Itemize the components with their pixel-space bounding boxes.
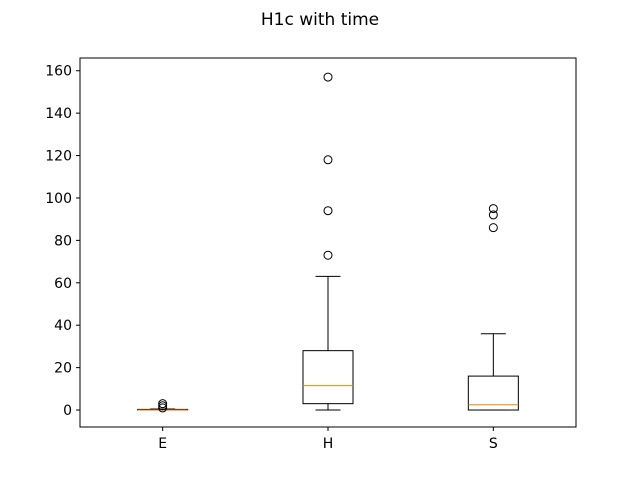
outlier-point bbox=[488, 210, 498, 220]
outlier-point bbox=[323, 250, 333, 260]
x-tick-label: S bbox=[489, 436, 498, 452]
y-tick-label: 40 bbox=[54, 318, 72, 334]
outlier-point bbox=[323, 155, 333, 165]
y-tick-label: 160 bbox=[45, 64, 72, 80]
axes-frame bbox=[79, 57, 577, 428]
outlier-point bbox=[323, 206, 333, 216]
plot-area: 0 20 40 60 80 100 120 140 160 E H S bbox=[45, 57, 577, 452]
outlier-point bbox=[488, 204, 498, 214]
outlier-point bbox=[158, 401, 168, 411]
outlier-point bbox=[158, 399, 168, 409]
y-tick-label: 80 bbox=[54, 233, 72, 249]
outlier-point bbox=[158, 403, 168, 413]
box-body bbox=[467, 375, 519, 411]
x-tick-label: H bbox=[323, 436, 334, 452]
y-tick-label: 0 bbox=[63, 403, 72, 419]
chart-title: H1c with time bbox=[261, 10, 379, 30]
outlier-point bbox=[488, 223, 498, 233]
x-tick-label: E bbox=[158, 436, 167, 452]
y-tick-label: 20 bbox=[54, 361, 72, 377]
y-tick-label: 60 bbox=[54, 276, 72, 292]
box-body bbox=[302, 350, 354, 405]
y-tick-label: 100 bbox=[45, 191, 72, 207]
y-tick-label: 140 bbox=[45, 106, 72, 122]
outlier-point bbox=[323, 72, 333, 82]
y-tick-label: 120 bbox=[45, 149, 72, 165]
